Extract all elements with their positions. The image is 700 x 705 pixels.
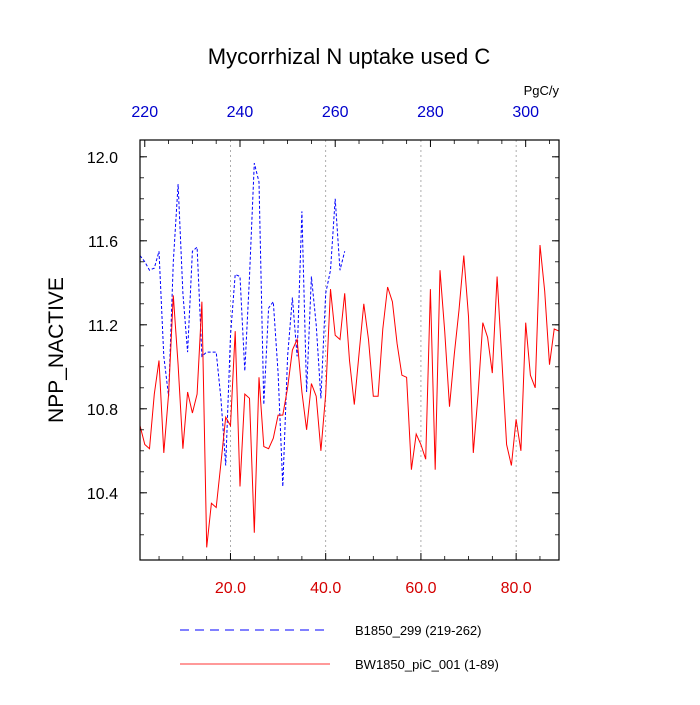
top-tick-label: 240 xyxy=(227,104,254,121)
y-tick-label: 11.6 xyxy=(88,234,118,251)
y-tick-label: 10.4 xyxy=(87,486,118,503)
top-axis-unit: PgC/y xyxy=(524,83,560,98)
axes: 20.0 40.0 60.0 80.0 220 240 260 280 300 10.4 10.8 1… xyxy=(87,104,559,597)
top-tick-label: 260 xyxy=(322,104,349,121)
y-tick-label: 10.8 xyxy=(87,402,118,419)
series-line-bw1850 xyxy=(139,244,560,548)
chart-title: Mycorrhizal N uptake used C xyxy=(208,44,491,69)
y-tick-label: 11.2 xyxy=(88,318,118,335)
x-tick-label: 40.0 xyxy=(310,580,341,597)
series-group xyxy=(139,162,560,548)
y-tick-label: 12.0 xyxy=(87,150,118,167)
x-tick-label: 60.0 xyxy=(405,580,436,597)
x-tick-label: 80.0 xyxy=(501,580,532,597)
y-axis-label: NPP_NACTIVE xyxy=(45,277,68,423)
legend-label-bw1850: BW1850_piC_001 (1-89) xyxy=(355,657,499,672)
top-tick-label: 220 xyxy=(131,104,158,121)
top-tick-label: 280 xyxy=(417,104,444,121)
x-tick-label: 20.0 xyxy=(215,580,246,597)
series-line-b1850 xyxy=(139,162,346,487)
top-tick-label: 300 xyxy=(512,104,539,121)
legend-label-b1850: B1850_299 (219-262) xyxy=(355,623,482,638)
grid-lines xyxy=(230,140,517,560)
